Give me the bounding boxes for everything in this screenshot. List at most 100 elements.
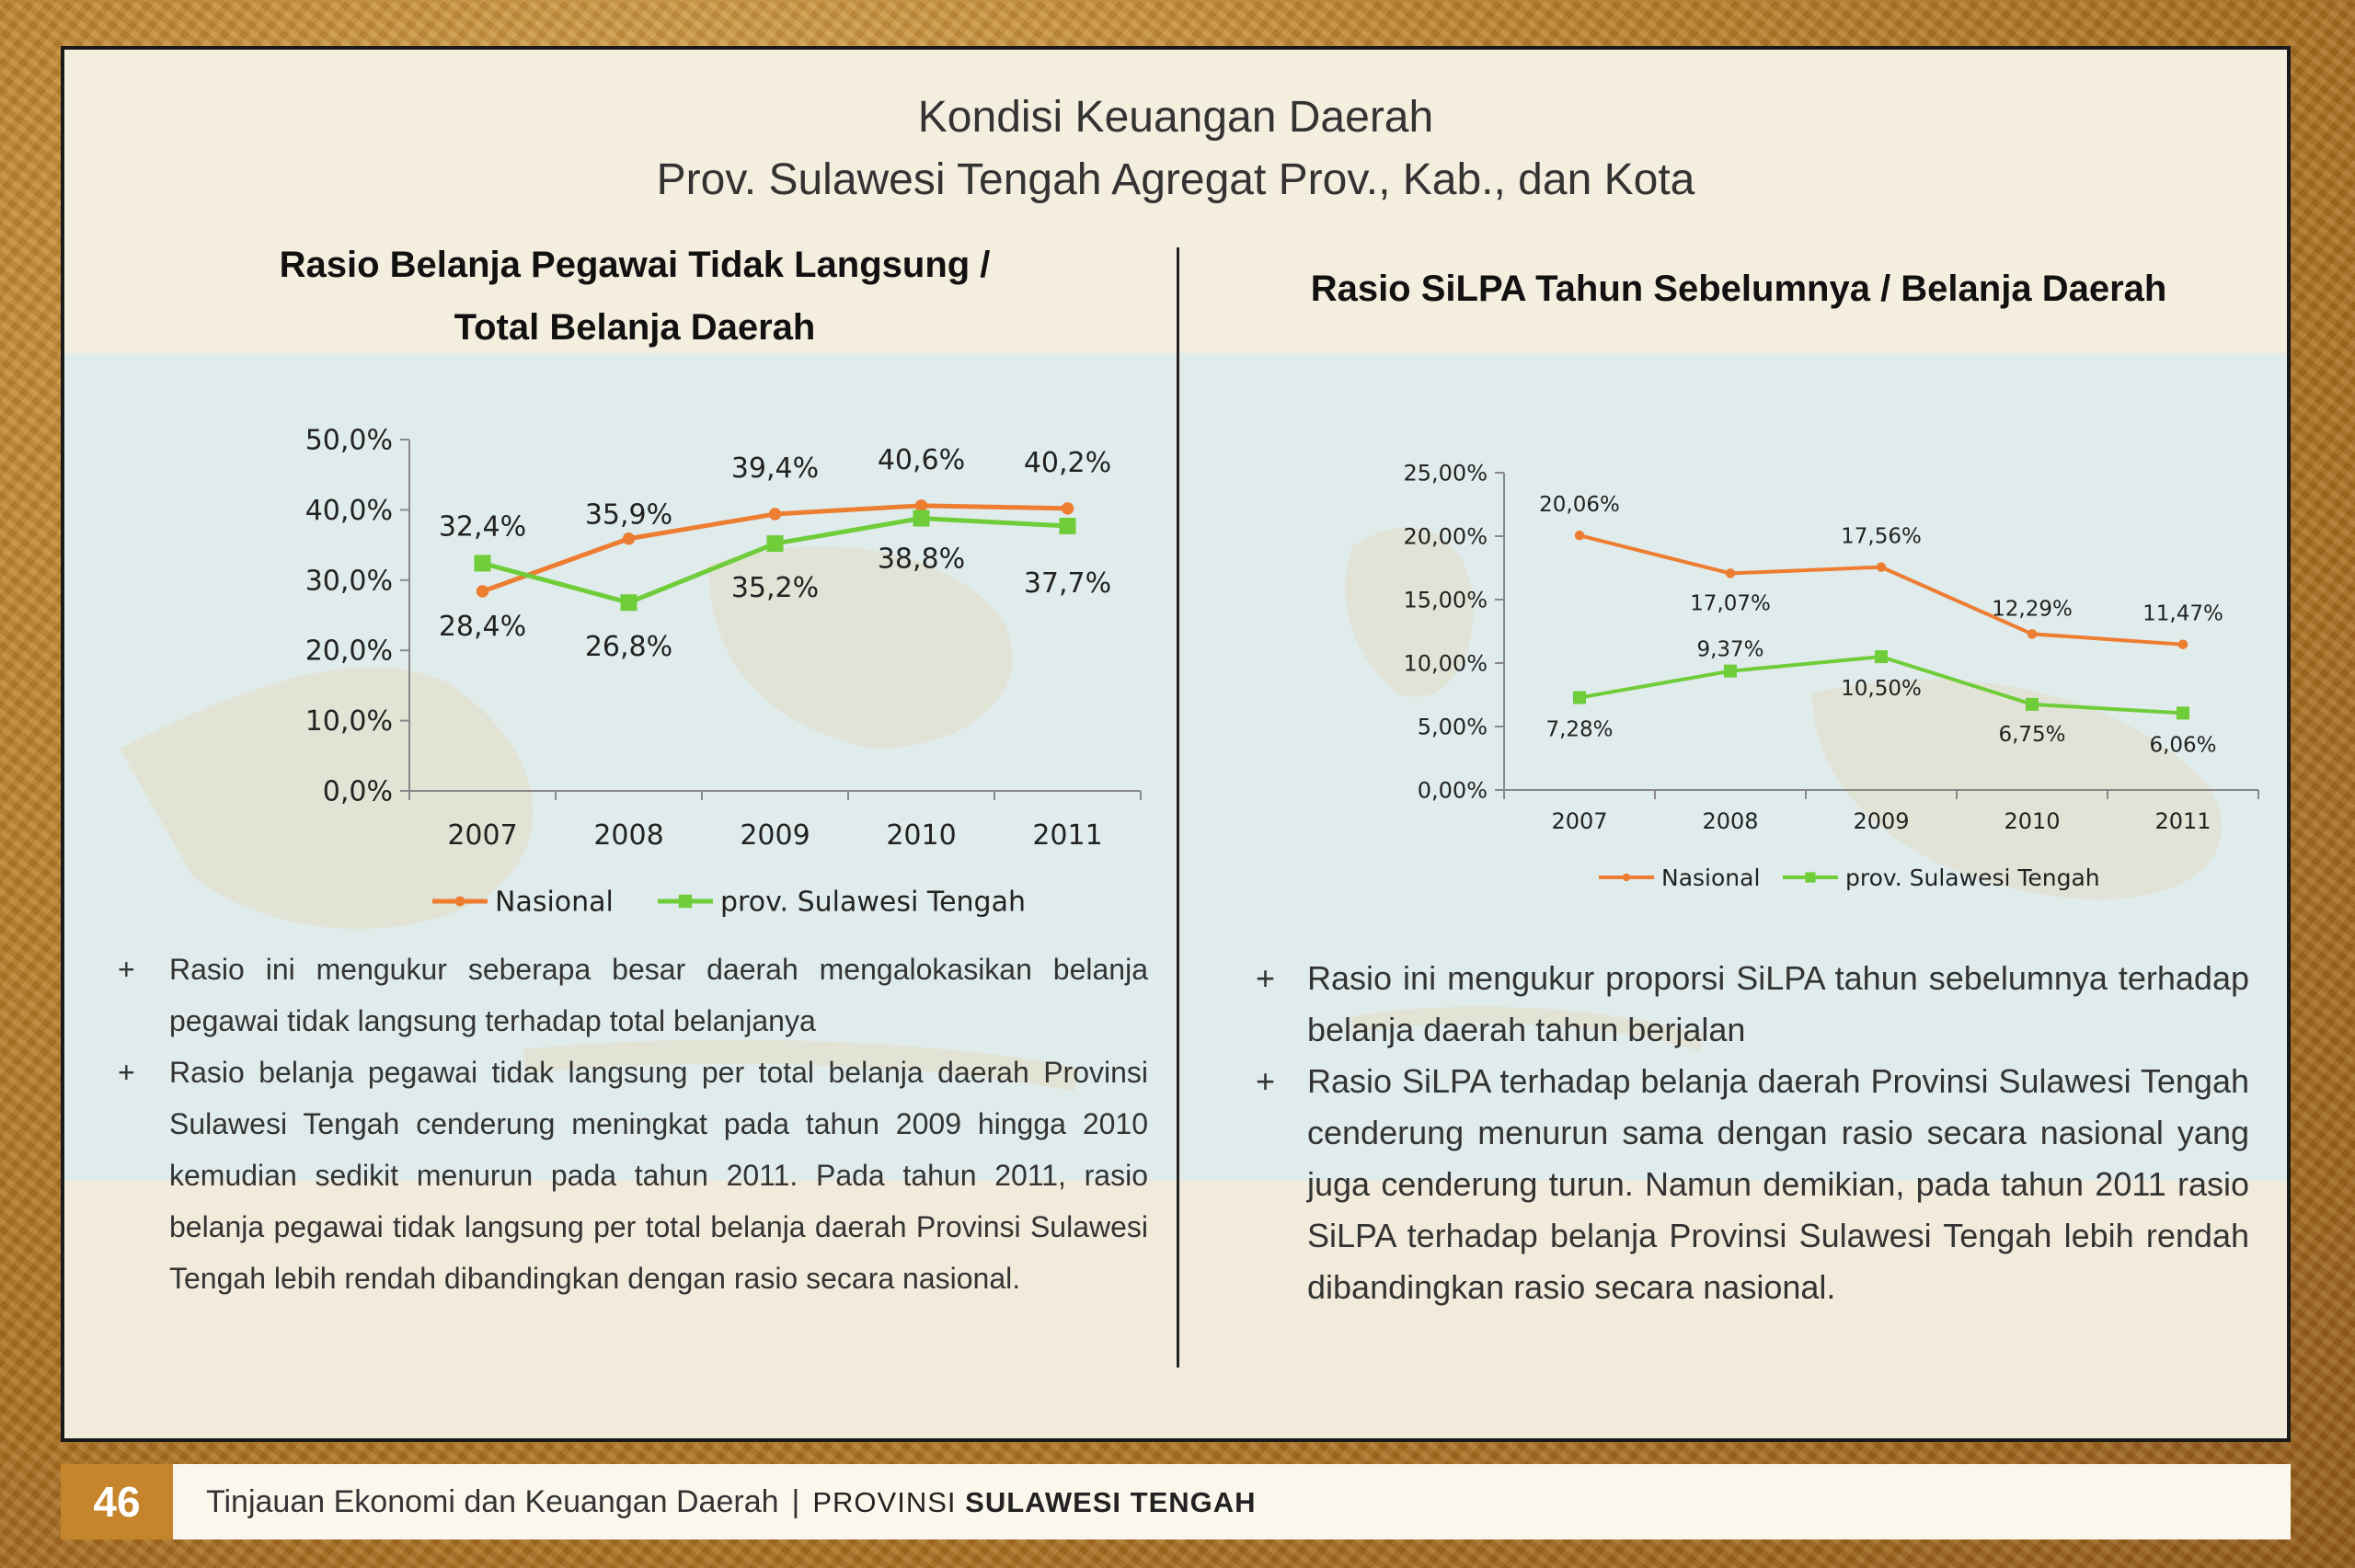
y-tick-label: 0,0%: [323, 776, 393, 808]
list-item: + Rasio ini mengukur proporsi SiLPA tahun…: [1256, 953, 2249, 1056]
left-chart-title-line1: Rasio Belanja Pegawai Tidak Langsung /: [279, 245, 991, 285]
footer-province-prefix: PROVINSI: [812, 1486, 957, 1518]
y-tick-label: 5,00%: [1418, 714, 1488, 739]
footer-province: PROVINSI SULAWESI TENGAH: [812, 1486, 1256, 1518]
data-label: 38,8%: [878, 544, 965, 576]
series-line-nasional: [1579, 533, 2184, 647]
legend-label: Nasional: [1661, 864, 1760, 891]
data-point-nasional: [768, 508, 782, 521]
bullet-text: Rasio belanja pegawai tidak langsung per…: [169, 1056, 1148, 1295]
y-tick-label: 25,00%: [1403, 460, 1488, 486]
y-tick-label: 10,0%: [305, 705, 393, 738]
x-tick-label: 2008: [593, 819, 663, 852]
footer-province-name: SULAWESI TENGAH: [965, 1486, 1257, 1518]
data-label: 35,9%: [585, 499, 672, 532]
x-tick-label: 2011: [2154, 808, 2211, 834]
x-tick-label: 2011: [1032, 819, 1102, 852]
y-tick-label: 20,00%: [1403, 523, 1488, 549]
data-label: 32,4%: [439, 510, 526, 543]
bullet-text: Rasio ini mengukur proporsi SiLPA tahun …: [1307, 959, 2249, 1048]
right-bullet-list: + Rasio ini mengukur proporsi SiLPA tahun…: [1256, 953, 2249, 1313]
plus-icon: +: [118, 1056, 135, 1089]
plus-icon: +: [1256, 1062, 1276, 1100]
data-point-nasional: [1725, 568, 1736, 578]
x-tick-label: 2008: [1702, 808, 1758, 834]
data-label: 20,06%: [1539, 493, 1620, 517]
data-label: 39,4%: [731, 452, 819, 485]
data-point-sulteng: [1875, 650, 1888, 664]
data-label: 11,47%: [2142, 602, 2223, 626]
content-panel: Kondisi Keuangan Daerah Prov. Sulawesi T…: [61, 46, 2291, 1442]
data-point-nasional: [622, 532, 636, 545]
list-item: + Rasio SiLPA terhadap belanja daerah Pro…: [1256, 1056, 2249, 1313]
page-footer: 46 Tinjauan Ekonomi dan Keuangan Daerah |…: [61, 1464, 2291, 1539]
data-point-sulteng: [766, 535, 784, 553]
x-tick-label: 2009: [740, 819, 810, 852]
list-item: + Rasio belanja pegawai tidak langsung pe…: [118, 1047, 1148, 1304]
data-point-sulteng: [1724, 664, 1737, 678]
data-point-nasional: [476, 585, 489, 598]
bullet-text: Rasio ini mengukur seberapa besar daerah…: [169, 953, 1148, 1037]
x-tick-label: 2007: [447, 819, 517, 852]
data-label: 9,37%: [1696, 638, 1763, 662]
left-line-chart: 0,0% 10,0% 20,0% 30,0% 40,0% 50,0% 2007 2008 200…: [305, 425, 1142, 919]
data-label: 7,28%: [1545, 718, 1613, 742]
left-bullet-list: + Rasio ini mengukur seberapa besar daera…: [118, 944, 1148, 1304]
footer-text: Tinjauan Ekonomi dan Keuangan Daerah | PRO…: [206, 1464, 1257, 1540]
data-label: 26,8%: [585, 631, 672, 663]
data-label: 6,75%: [1998, 723, 2065, 747]
x-tick-label: 2007: [1551, 808, 1607, 834]
plus-icon: +: [118, 953, 135, 986]
data-label: 35,2%: [731, 572, 819, 604]
y-tick-label: 15,00%: [1403, 587, 1488, 612]
y-tick-label: 30,0%: [305, 565, 393, 597]
y-tick-label: 10,00%: [1403, 650, 1488, 676]
data-point-nasional: [1061, 502, 1074, 515]
data-label: 40,6%: [878, 444, 965, 476]
page-title-line1: Kondisi Keuangan Daerah: [917, 93, 1434, 142]
list-item: + Rasio ini mengukur seberapa besar daera…: [118, 944, 1148, 1047]
y-tick-label: 0,00%: [1418, 777, 1488, 803]
x-tick-label: 2010: [2004, 808, 2060, 834]
data-label: 17,07%: [1690, 591, 1771, 615]
data-point-nasional: [914, 499, 928, 512]
data-point-sulteng: [620, 594, 638, 612]
data-point-sulteng: [2177, 706, 2189, 720]
data-point-nasional: [2027, 629, 2038, 639]
plus-icon: +: [1256, 959, 1276, 997]
data-label: 37,7%: [1024, 567, 1111, 600]
data-label: 6,06%: [2149, 733, 2216, 757]
data-label: 17,56%: [1841, 525, 1922, 549]
page-title-line2: Prov. Sulawesi Tengah Agregat Prov., Kab…: [656, 155, 1695, 204]
data-point-sulteng: [474, 555, 491, 572]
legend-label: Nasional: [495, 887, 614, 919]
data-point-sulteng: [2026, 697, 2039, 711]
right-line-chart: 0,00% 5,00% 10,00% 15,00% 20,00% 25,00% 2007 20…: [1403, 460, 2259, 891]
footer-title: Tinjauan Ekonomi dan Keuangan Daerah: [206, 1484, 779, 1519]
left-chart-title-line2: Total Belanja Daerah: [454, 307, 816, 348]
x-tick-label: 2010: [886, 819, 956, 852]
data-label: 12,29%: [1992, 597, 2073, 621]
y-tick-label: 40,0%: [305, 495, 393, 527]
legend-swatch-marker: [454, 896, 465, 907]
right-chart-title: Rasio SiLPA Tahun Sebelumnya / Belanja D…: [1310, 269, 2167, 309]
map-background: [64, 50, 2287, 1438]
y-tick-label: 50,0%: [305, 425, 393, 457]
data-point-sulteng: [913, 509, 930, 527]
page-number: 46: [61, 1464, 173, 1539]
legend-label: prov. Sulawesi Tengah: [1845, 864, 2100, 891]
legend-swatch-marker: [1805, 872, 1816, 883]
data-label: 28,4%: [439, 611, 526, 643]
x-tick-label: 2009: [1853, 808, 1909, 834]
data-point-nasional: [1876, 562, 1887, 572]
legend-label: prov. Sulawesi Tengah: [720, 887, 1026, 919]
data-label: 40,2%: [1024, 447, 1111, 479]
data-point-nasional: [1574, 530, 1585, 541]
data-point-sulteng: [1059, 517, 1076, 534]
column-divider: [1177, 247, 1179, 1368]
bullet-text: Rasio SiLPA terhadap belanja daerah Prov…: [1307, 1062, 2249, 1306]
data-point-sulteng: [1573, 691, 1586, 704]
data-label: 10,50%: [1841, 677, 1922, 701]
legend-swatch-marker: [678, 894, 693, 909]
footer-separator: |: [791, 1484, 800, 1519]
